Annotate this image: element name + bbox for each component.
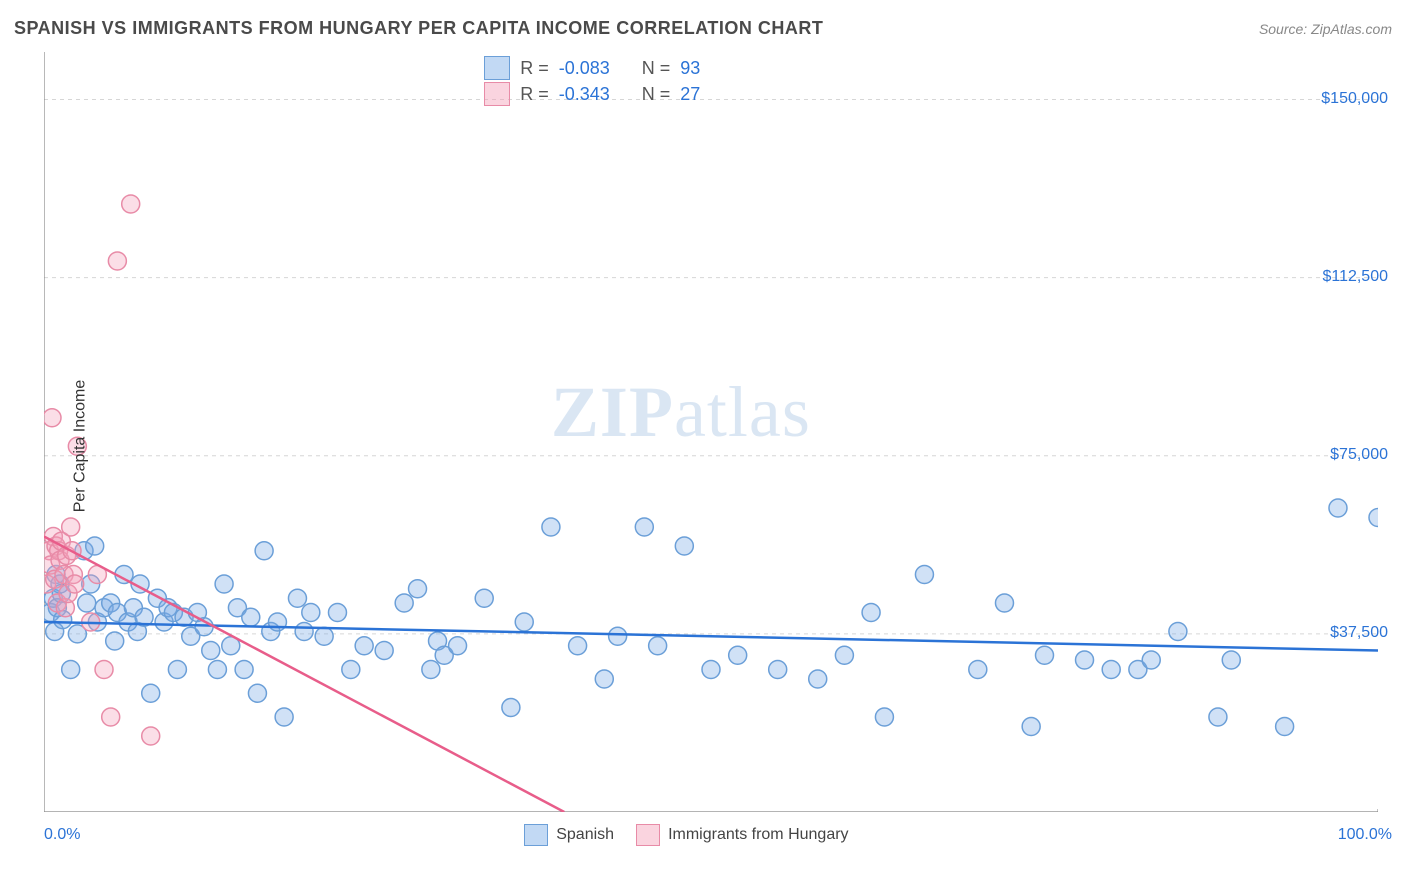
source-credit: Source: ZipAtlas.com	[1259, 21, 1392, 37]
y-tick-label: $37,500	[1330, 624, 1388, 642]
x-tick-label: 100.0%	[1338, 826, 1392, 844]
n-label: N =	[642, 58, 671, 79]
legend-swatch	[484, 82, 510, 106]
y-tick-label: $112,500	[1322, 268, 1388, 286]
chart-title: SPANISH VS IMMIGRANTS FROM HUNGARY PER C…	[14, 18, 823, 39]
scatter-chart-svg	[44, 52, 1378, 812]
r-value: -0.083	[559, 58, 610, 79]
x-tick-label: 0.0%	[44, 826, 80, 844]
y-tick-label: $75,000	[1330, 446, 1388, 464]
legend-swatch	[524, 824, 548, 846]
r-label: R =	[520, 84, 549, 105]
legend-swatch	[484, 56, 510, 80]
stats-legend-row: R = -0.343 N = 27	[484, 82, 700, 106]
n-value: 27	[680, 84, 700, 105]
legend-label: Immigrants from Hungary	[668, 826, 849, 844]
source-prefix: Source:	[1259, 21, 1311, 37]
legend-item: Spanish	[524, 824, 614, 846]
series-legend: Spanish Immigrants from Hungary	[524, 824, 848, 846]
r-label: R =	[520, 58, 549, 79]
legend-item: Immigrants from Hungary	[636, 824, 849, 846]
r-value: -0.343	[559, 84, 610, 105]
source-name: ZipAtlas.com	[1311, 21, 1392, 37]
y-tick-label: $150,000	[1321, 90, 1388, 108]
header: SPANISH VS IMMIGRANTS FROM HUNGARY PER C…	[14, 18, 1392, 39]
stats-legend: R = -0.083 N = 93 R = -0.343 N = 27	[484, 56, 700, 106]
stats-legend-row: R = -0.083 N = 93	[484, 56, 700, 80]
n-value: 93	[680, 58, 700, 79]
legend-label: Spanish	[556, 826, 614, 844]
chart-area: Per Capita Income ZIPatlas R =-0.083N =9…	[44, 52, 1392, 840]
y-axis-label: Per Capita Income	[71, 380, 89, 513]
n-label: N =	[642, 84, 671, 105]
legend-swatch	[636, 824, 660, 846]
